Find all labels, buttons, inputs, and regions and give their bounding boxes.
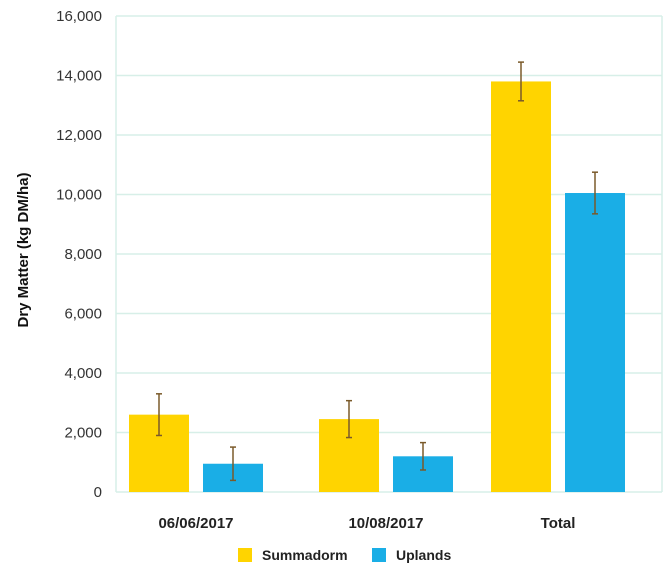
legend-label-uplands: Uplands xyxy=(396,547,451,563)
y-tick-label: 8,000 xyxy=(64,246,102,263)
bar-summadorm-3 xyxy=(491,81,551,492)
y-tick-label: 4,000 xyxy=(64,365,102,382)
y-axis-title: Dry Matter (kg DM/ha) xyxy=(15,172,32,327)
legend-label-summadorm: Summadorm xyxy=(262,547,348,563)
y-tick-label: 0 xyxy=(94,484,102,501)
y-tick-label: 10,000 xyxy=(56,187,102,204)
y-axis-ticks: 0 2,000 4,000 6,000 8,000 10,000 12,000 14,000 1… xyxy=(56,8,102,501)
x-category-label: 06/06/2017 xyxy=(158,515,233,532)
y-tick-label: 16,000 xyxy=(56,8,102,25)
error-bars xyxy=(156,61,598,482)
legend: Summadorm Uplands xyxy=(238,547,451,563)
x-category-label: Total xyxy=(541,515,576,532)
y-tick-label: 14,000 xyxy=(56,68,102,85)
legend-swatch-uplands xyxy=(372,548,386,562)
x-category-label: 10/08/2017 xyxy=(348,515,423,532)
bars xyxy=(129,81,625,492)
legend-swatch-summadorm xyxy=(238,548,252,562)
y-tick-label: 2,000 xyxy=(64,425,102,442)
y-tick-label: 12,000 xyxy=(56,127,102,144)
y-tick-label: 6,000 xyxy=(64,306,102,323)
bar-uplands-3 xyxy=(565,193,625,492)
x-axis-categories: 06/06/2017 10/08/2017 Total xyxy=(158,515,575,532)
